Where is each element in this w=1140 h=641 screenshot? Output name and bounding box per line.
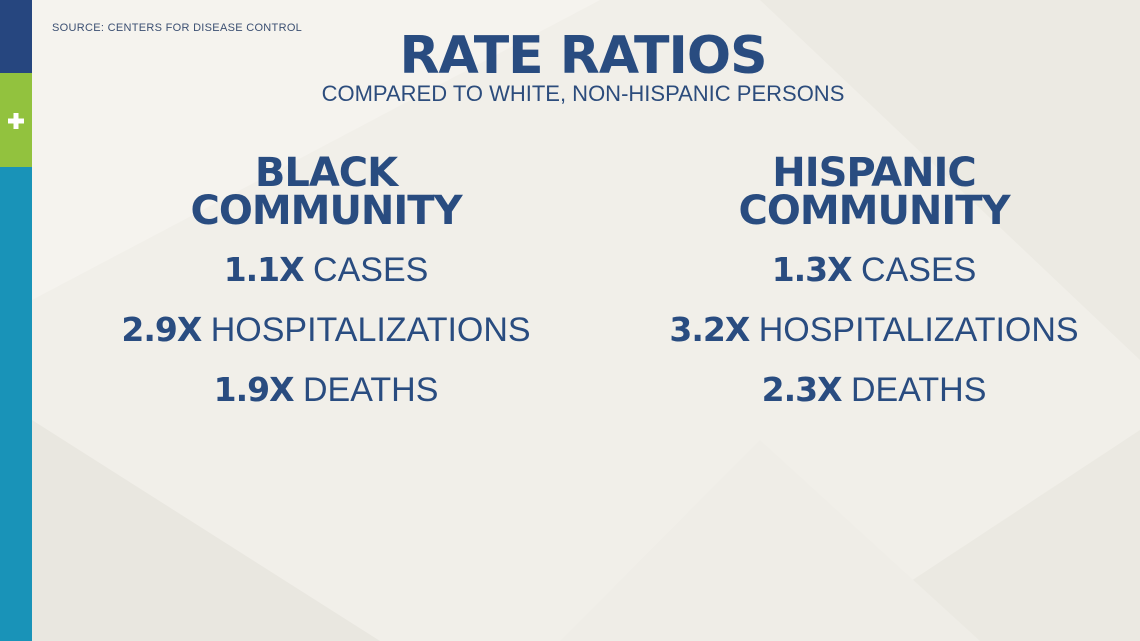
stat-multiplier: 1.3X	[771, 250, 853, 289]
stat-cases: 1.3X CASES	[594, 250, 1140, 290]
side-bar-navy-segment	[0, 0, 32, 73]
group-heading-line2: COMMUNITY	[738, 188, 1010, 234]
stat-deaths: 2.3X DEATHS	[594, 370, 1140, 410]
hispanic-community-column: HISPANIC COMMUNITY 1.3X CASES 3.2X HOSPI…	[594, 150, 1140, 410]
black-community-column: BLACK COMMUNITY 1.1X CASES 2.9X HOSPITAL…	[46, 150, 606, 410]
stat-multiplier: 3.2X	[669, 310, 750, 349]
stat-cases: 1.1X CASES	[46, 250, 606, 290]
stat-hospitalizations: 2.9X HOSPITALIZATIONS	[46, 310, 606, 350]
group-heading-line1: HISPANIC	[772, 150, 976, 196]
stat-label: CASES	[861, 251, 977, 289]
side-bar-teal-segment	[0, 167, 32, 641]
stat-multiplier: 1.1X	[223, 250, 305, 289]
stat-label: HOSPITALIZATIONS	[758, 311, 1079, 349]
side-accent-bar	[0, 0, 32, 641]
page-title: RATE RATIOS	[399, 26, 767, 86]
stat-multiplier: 1.9X	[213, 370, 295, 409]
stat-multiplier: 2.9X	[121, 310, 202, 349]
stat-label: HOSPITALIZATIONS	[210, 311, 531, 349]
page-subtitle: COMPARED TO WHITE, NON-HISPANIC PERSONS	[321, 81, 845, 106]
stat-label: CASES	[313, 251, 429, 289]
stat-deaths: 1.9X DEATHS	[46, 370, 606, 410]
stat-label: DEATHS	[850, 371, 987, 409]
stat-multiplier: 2.3X	[761, 370, 843, 409]
plus-icon	[8, 113, 24, 129]
group-heading-line2: COMMUNITY	[190, 188, 462, 234]
stat-label: DEATHS	[302, 371, 439, 409]
group-heading-line1: BLACK	[254, 150, 398, 196]
source-credit: SOURCE: CENTERS FOR DISEASE CONTROL	[52, 22, 303, 34]
stat-hospitalizations: 3.2X HOSPITALIZATIONS	[594, 310, 1140, 350]
